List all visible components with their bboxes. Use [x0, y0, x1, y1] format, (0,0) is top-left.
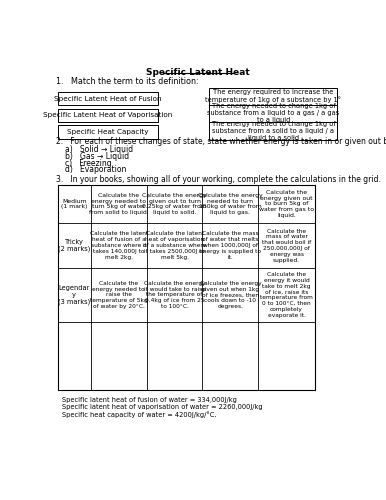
- Text: Specific Latent Heat: Specific Latent Heat: [146, 68, 250, 76]
- Text: Specific latent heat of fusion of water = 334,000J/kg: Specific latent heat of fusion of water …: [62, 398, 237, 404]
- Text: Calculate the energy
needed to turn
150kg of water from
liquid to gas.: Calculate the energy needed to turn 150k…: [198, 193, 263, 215]
- FancyBboxPatch shape: [58, 92, 158, 106]
- Text: Calculate the
energy needed to
turn 5kg of water
from solid to liquid.: Calculate the energy needed to turn 5kg …: [89, 193, 149, 215]
- FancyBboxPatch shape: [210, 122, 337, 140]
- FancyBboxPatch shape: [58, 126, 158, 138]
- Text: Specific Latent Heat of Vaporisation: Specific Latent Heat of Vaporisation: [43, 112, 173, 118]
- Text: The energy needed to change 1kg of
substance from a liquid to a gas / a gas
to a: The energy needed to change 1kg of subst…: [207, 103, 340, 123]
- Text: Legendar
y
(3 marks): Legendar y (3 marks): [58, 284, 90, 305]
- Text: 3.   In your books, showing all of your working, complete the calculations in th: 3. In your books, showing all of your wo…: [56, 176, 381, 184]
- Text: c)   Freezing: c) Freezing: [65, 158, 112, 168]
- Text: Calculate the energy
it would take to raise
the temperature of
0.4kg of ice from: Calculate the energy it would take to ra…: [144, 281, 206, 309]
- Text: Calculate the
energy needed to
raise the
temperature of 5kg
of water by 20°C.: Calculate the energy needed to raise the…: [90, 281, 147, 309]
- Text: Calculate the mass
of water that melts
when 1000,000J of
energy is supplied to
i: Calculate the mass of water that melts w…: [200, 232, 261, 260]
- Text: Specific heat capacity of water = 4200J/kg/°C.: Specific heat capacity of water = 4200J/…: [62, 411, 217, 418]
- FancyBboxPatch shape: [58, 184, 315, 390]
- FancyBboxPatch shape: [210, 88, 337, 104]
- Text: a)   Solid → Liquid: a) Solid → Liquid: [65, 144, 134, 154]
- Text: Specific Heat Capacity: Specific Heat Capacity: [67, 129, 149, 135]
- FancyBboxPatch shape: [58, 108, 158, 122]
- Text: The energy needed to change 1kg of
substance from a solid to a liquid / a
liquid: The energy needed to change 1kg of subst…: [212, 121, 335, 141]
- Text: Calculate the energy
given out to turn
0.25kg of water from
liquid to solid.: Calculate the energy given out to turn 0…: [142, 193, 207, 215]
- Text: 2.   For each of these changes of state, state whether energy is taken in or giv: 2. For each of these changes of state, s…: [56, 137, 386, 146]
- Text: Calculate the latent
heat of fusion of a
substance where it
takes 140,000J to
me: Calculate the latent heat of fusion of a…: [90, 232, 148, 260]
- Text: Specific latent heat of vaporisation of water = 2260,000J/kg: Specific latent heat of vaporisation of …: [62, 404, 263, 410]
- Text: b)   Gas → Liquid: b) Gas → Liquid: [65, 152, 129, 160]
- Text: 1.   Match the term to its definition:: 1. Match the term to its definition:: [56, 77, 199, 86]
- Text: Calculate the energy
given out when 1kg
of ice freezes, then
cools down to -10
d: Calculate the energy given out when 1kg …: [200, 281, 261, 309]
- Text: Calculate the
energy it would
take to melt 2kg
of ice, raise its
temperature fro: Calculate the energy it would take to me…: [260, 272, 313, 318]
- Text: Medium
(1 mark): Medium (1 mark): [61, 198, 87, 209]
- FancyBboxPatch shape: [210, 104, 337, 122]
- Text: Calculate the latent
heat of vaporisation
of a substance where
it takes 2500,000: Calculate the latent heat of vaporisatio…: [143, 232, 206, 260]
- Text: The energy required to increase the
temperature of 1kg of a substance by 1°: The energy required to increase the temp…: [205, 90, 341, 103]
- Text: d)   Evaporation: d) Evaporation: [65, 166, 127, 174]
- Text: Calculate the
energy given out
to burn 5kg of
water from gas to
liquid.: Calculate the energy given out to burn 5…: [259, 190, 314, 218]
- Text: Specific Latent Heat of Fusion: Specific Latent Heat of Fusion: [54, 96, 162, 102]
- Text: Tricky
(2 marks): Tricky (2 marks): [58, 239, 90, 252]
- Text: Calculate the
mass of water
that would boil if
250,000,000J of
energy was
suppli: Calculate the mass of water that would b…: [262, 228, 311, 262]
